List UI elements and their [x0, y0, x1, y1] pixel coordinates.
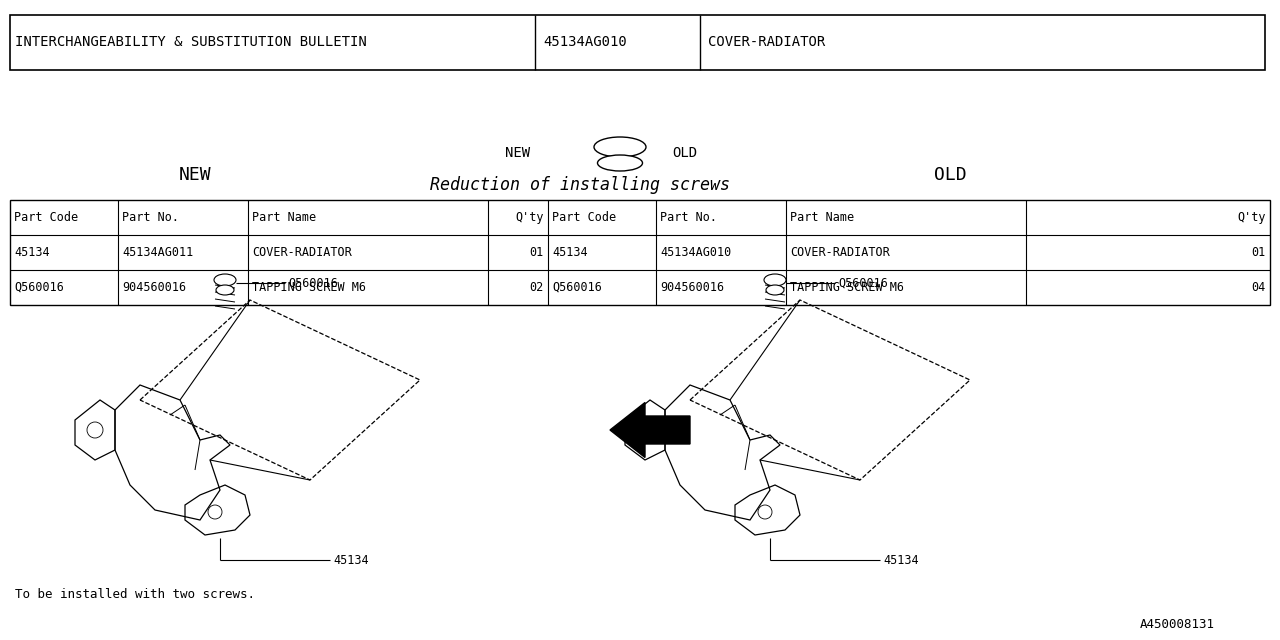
Text: 45134: 45134: [333, 554, 369, 566]
Text: Q'ty: Q'ty: [1238, 211, 1266, 224]
Text: Q'ty: Q'ty: [516, 211, 544, 224]
Bar: [10, 15, 1265, 70]
FancyArrow shape: [611, 403, 690, 458]
Ellipse shape: [216, 285, 234, 295]
Text: Reduction of installing screws: Reduction of installing screws: [430, 176, 730, 194]
Text: OLD: OLD: [672, 146, 698, 160]
Text: 45134AG010: 45134AG010: [660, 246, 731, 259]
Text: COVER-RADIATOR: COVER-RADIATOR: [790, 246, 890, 259]
Text: Q560016: Q560016: [552, 281, 602, 294]
Text: Part Code: Part Code: [552, 211, 616, 224]
Ellipse shape: [764, 274, 786, 286]
Text: 45134AG011: 45134AG011: [122, 246, 193, 259]
Text: 02: 02: [530, 281, 544, 294]
Text: Part Name: Part Name: [790, 211, 854, 224]
Text: OLD: OLD: [933, 166, 966, 184]
Text: 01: 01: [1252, 246, 1266, 259]
Text: 45134: 45134: [552, 246, 588, 259]
Text: 904560016: 904560016: [122, 281, 186, 294]
Text: TAPPING SCREW M6: TAPPING SCREW M6: [252, 281, 366, 294]
Text: NEW: NEW: [179, 166, 211, 184]
Text: 45134: 45134: [883, 554, 919, 566]
Text: TAPPING SCREW M6: TAPPING SCREW M6: [790, 281, 904, 294]
Text: INTERCHANGEABILITY & SUBSTITUTION BULLETIN: INTERCHANGEABILITY & SUBSTITUTION BULLET…: [15, 35, 367, 49]
Text: COVER-RADIATOR: COVER-RADIATOR: [708, 35, 826, 49]
Text: 01: 01: [530, 246, 544, 259]
Text: Q560016: Q560016: [838, 276, 888, 289]
Text: A450008131: A450008131: [1140, 618, 1215, 632]
Text: Q560016: Q560016: [14, 281, 64, 294]
Text: NEW: NEW: [504, 146, 530, 160]
Ellipse shape: [594, 137, 646, 157]
Text: 45134AG010: 45134AG010: [543, 35, 627, 49]
Bar: [10, 200, 1270, 305]
Text: Part No.: Part No.: [122, 211, 179, 224]
Text: Part Name: Part Name: [252, 211, 316, 224]
Text: 04: 04: [1252, 281, 1266, 294]
Text: 45134: 45134: [14, 246, 50, 259]
Text: 904560016: 904560016: [660, 281, 724, 294]
Text: Q560016: Q560016: [288, 276, 338, 289]
Text: COVER-RADIATOR: COVER-RADIATOR: [252, 246, 352, 259]
Ellipse shape: [598, 155, 643, 171]
Text: To be installed with two screws.: To be installed with two screws.: [15, 589, 255, 602]
Text: Part No.: Part No.: [660, 211, 717, 224]
Ellipse shape: [214, 274, 236, 286]
Ellipse shape: [765, 285, 783, 295]
Text: Part Code: Part Code: [14, 211, 78, 224]
